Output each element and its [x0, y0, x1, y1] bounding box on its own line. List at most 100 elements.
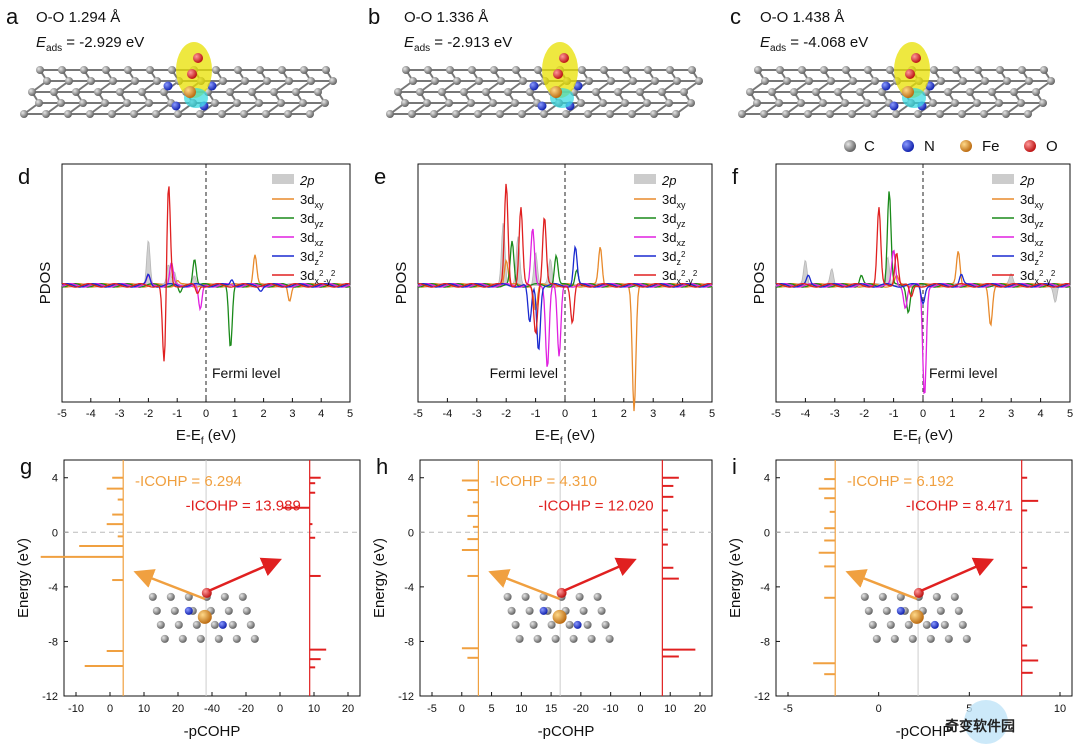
carbon-atom [211, 99, 219, 107]
carbon-atom [300, 66, 308, 74]
x-tick-label: 2 [979, 408, 985, 420]
atom-legend-c-label: C [864, 138, 875, 155]
iron-atom [550, 86, 562, 98]
carbon-atom [540, 110, 548, 118]
inset-nitrogen-atom [573, 620, 582, 629]
carbon-atom [431, 77, 439, 85]
carbon-atom [995, 99, 1003, 107]
legend-label: 3dx2-y2 [662, 268, 698, 286]
inset-carbon-atom [250, 634, 259, 643]
carbon-atom [776, 66, 784, 74]
x-axis-label: E-Ef (eV) [535, 427, 595, 447]
carbon-atom [936, 110, 944, 118]
carbon-atom [658, 88, 666, 96]
inset-carbon-atom [246, 620, 255, 629]
series-line-3dx2-y2 [418, 183, 713, 335]
carbon-atom [562, 110, 570, 118]
carbon-atom [262, 110, 270, 118]
x-tick-label: -10 [603, 703, 619, 715]
y-tick-label: -4 [48, 582, 58, 594]
inset-carbon-atom [569, 634, 578, 643]
carbon-atom [805, 77, 813, 85]
x-tick-label: 0 [203, 408, 209, 420]
carbon-atom [929, 99, 937, 107]
inset-iron-atom [552, 609, 567, 624]
carbon-atom [651, 77, 659, 85]
carbon-atom [50, 88, 58, 96]
x-tick-label: 15 [545, 703, 557, 715]
carbon-atom [219, 77, 227, 85]
x-tick-label: -5 [413, 408, 423, 420]
watermark-text: 奇变软件园 [945, 718, 1015, 734]
carbon-atom [402, 66, 410, 74]
panel-label-c: c [730, 4, 741, 29]
carbon-atom [783, 77, 791, 85]
y-axis-label: PDOS [37, 262, 54, 305]
red-arrow-icon [563, 557, 637, 593]
x-tick-label: -5 [57, 408, 67, 420]
inset-carbon-atom [940, 620, 949, 629]
inset-carbon-atom [160, 634, 169, 643]
y-axis-label: Energy (eV) [727, 538, 744, 618]
legend-label: 3dyz [1020, 211, 1044, 229]
carbon-atom [958, 110, 966, 118]
x-tick-label: -5 [783, 703, 793, 715]
carbon-atom [248, 88, 256, 96]
inset-carbon-atom [601, 620, 610, 629]
y-axis-label: Energy (eV) [15, 538, 32, 618]
orange-arrow-icon [133, 569, 206, 601]
carbon-atom [1047, 77, 1055, 85]
inset-carbon-atom [878, 592, 887, 601]
inset-carbon-atom [242, 606, 251, 615]
carbon-atom [512, 66, 520, 74]
carbon-atom [1039, 99, 1047, 107]
x-tick-label: 3 [1008, 408, 1014, 420]
inset-carbon-atom [521, 592, 530, 601]
plot-frame [419, 459, 713, 697]
carbon-atom [152, 110, 160, 118]
inset-nitrogen-atom [930, 620, 939, 629]
carbon-atom [446, 66, 454, 74]
watermark-circle-icon [964, 700, 1008, 744]
carbon-atom [329, 77, 337, 85]
orange-arrow-icon [488, 569, 561, 601]
structure-panel-b: b O-O 1.336 Å Eads = -2.913 eV [368, 4, 703, 118]
carbon-atom [856, 88, 864, 96]
carbon-atom [28, 88, 36, 96]
x-axis-label: E-Ef (eV) [176, 427, 236, 447]
x-tick-label: -5 [427, 703, 437, 715]
y-tick-label: 4 [52, 473, 58, 485]
x-tick-label: 20 [694, 703, 706, 715]
carbon-atom [607, 77, 615, 85]
inset-carbon-atom [958, 620, 967, 629]
inset-carbon-atom [224, 606, 233, 615]
y-tick-label: 0 [52, 527, 58, 539]
nitrogen-atom [163, 81, 173, 91]
y-tick-label: 0 [408, 527, 414, 539]
red-arrow-icon [208, 557, 282, 593]
carbon-atom [688, 66, 696, 74]
carbon-atom [460, 88, 468, 96]
x-tick-label: 0 [107, 703, 113, 715]
legend-swatch [634, 174, 656, 184]
carbon-atom [834, 88, 842, 96]
carbon-atom [753, 99, 761, 107]
legend-label: 3dxy [662, 192, 686, 210]
inset-carbon-atom [950, 592, 959, 601]
nitrogen-atom [171, 101, 181, 111]
panel-label: i [732, 454, 737, 479]
inset-carbon-atom [547, 620, 556, 629]
x-tick-label: 0 [277, 703, 283, 715]
x-tick-label: 3 [650, 408, 656, 420]
inset-nitrogen-atom [539, 606, 548, 615]
series-line-3dz2 [775, 273, 1071, 306]
carbon-atom [263, 77, 271, 85]
oxygen-atom [905, 69, 915, 79]
legend-label: 2p [1019, 173, 1034, 188]
carbon-atom [886, 66, 894, 74]
legend-swatch [272, 174, 294, 184]
carbon-atom [255, 99, 263, 107]
carbon-atom [820, 66, 828, 74]
legend-label: 3dz2 [300, 249, 324, 267]
